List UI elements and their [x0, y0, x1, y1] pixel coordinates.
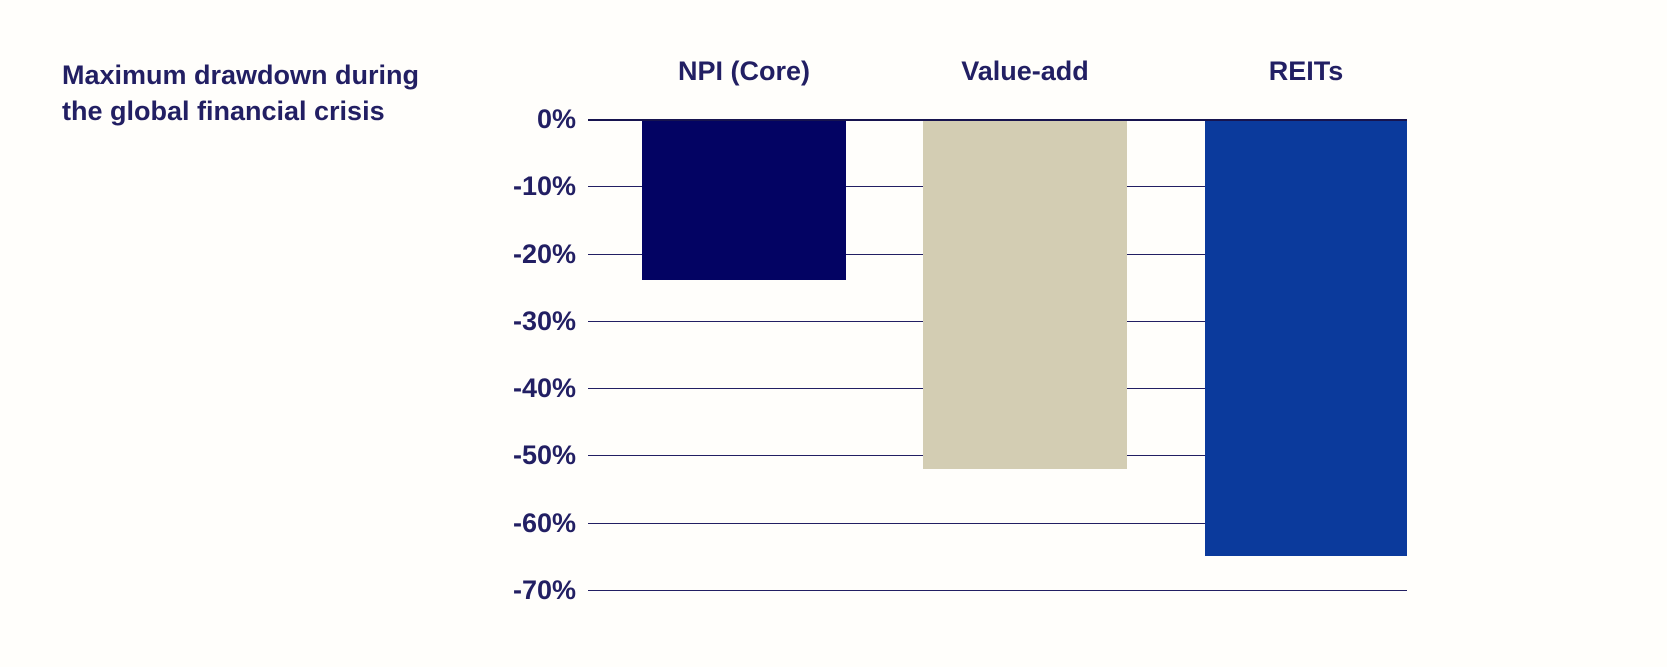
y-tick-label: -60%: [512, 507, 576, 538]
category-label-value-add: Value-add: [961, 56, 1089, 86]
y-tick-label: -10%: [512, 171, 576, 202]
bar-value-add: [923, 119, 1127, 469]
bar-reits: [1205, 119, 1407, 557]
y-tick-label: -20%: [512, 238, 576, 269]
y-tick-label: 0%: [536, 104, 576, 134]
y-tick-label: -30%: [512, 305, 576, 336]
chart-title: Maximum drawdown during the global finan…: [62, 60, 420, 126]
bar-npi-core: [642, 119, 846, 281]
category-label-npi-core: NPI (Core): [677, 56, 811, 86]
y-tick-label: -50%: [512, 440, 576, 471]
y-tick-label: -70%: [512, 575, 576, 605]
gridline--70pct: [588, 590, 1407, 591]
plot-area: [588, 119, 1407, 591]
category-label-reits: REITs: [1268, 56, 1344, 86]
zero-axis-line: [588, 119, 1407, 121]
y-tick-label: -40%: [512, 373, 576, 404]
gridline--60pct: [588, 522, 1407, 524]
